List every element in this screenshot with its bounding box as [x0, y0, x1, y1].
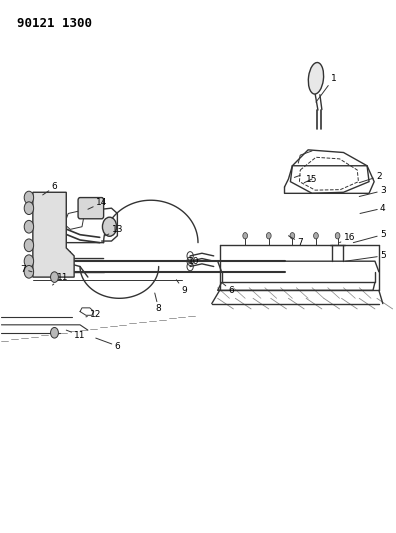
Text: 6: 6: [96, 338, 120, 351]
Polygon shape: [33, 192, 74, 277]
Circle shape: [24, 255, 34, 268]
Text: 10: 10: [180, 257, 200, 265]
Circle shape: [51, 272, 58, 282]
Text: 8: 8: [155, 293, 162, 313]
Text: 6: 6: [43, 182, 57, 195]
Text: 5: 5: [353, 230, 386, 243]
Text: 6: 6: [222, 282, 234, 295]
Circle shape: [24, 265, 34, 278]
Text: 4: 4: [360, 204, 386, 214]
Circle shape: [24, 220, 34, 233]
Text: 11: 11: [53, 272, 68, 285]
Text: 11: 11: [66, 330, 86, 340]
Ellipse shape: [308, 62, 324, 94]
Text: 90121 1300: 90121 1300: [17, 17, 92, 30]
Text: 15: 15: [304, 174, 318, 183]
FancyBboxPatch shape: [78, 198, 104, 219]
Text: 13: 13: [106, 225, 123, 236]
Circle shape: [290, 232, 295, 239]
Text: 14: 14: [88, 198, 107, 209]
Circle shape: [243, 232, 248, 239]
Text: 9: 9: [176, 280, 187, 295]
Text: 5: 5: [345, 252, 386, 261]
Circle shape: [103, 217, 116, 236]
Text: 2: 2: [359, 172, 382, 183]
Text: 7: 7: [288, 236, 303, 247]
Circle shape: [24, 202, 34, 215]
Circle shape: [51, 327, 58, 338]
Circle shape: [24, 239, 34, 252]
Circle shape: [314, 232, 318, 239]
Text: 1: 1: [316, 74, 337, 102]
Circle shape: [24, 191, 34, 204]
Text: 16: 16: [339, 233, 355, 243]
Text: 3: 3: [359, 186, 386, 197]
Text: 7: 7: [20, 265, 32, 273]
Circle shape: [267, 232, 271, 239]
Circle shape: [335, 232, 340, 239]
Text: 12: 12: [86, 310, 101, 319]
